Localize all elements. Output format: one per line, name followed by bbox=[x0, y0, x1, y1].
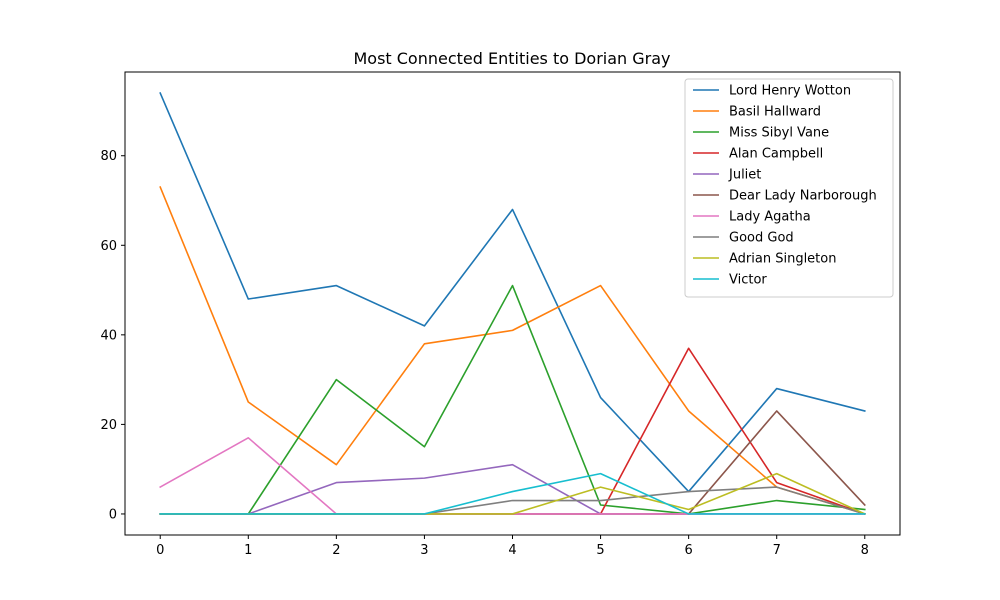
series-line-9 bbox=[159, 472, 866, 515]
chart-title: Most Connected Entities to Dorian Gray bbox=[353, 49, 670, 68]
series-line-2 bbox=[159, 284, 866, 515]
x-tick-label: 7 bbox=[773, 543, 781, 558]
x-tick-label: 6 bbox=[684, 543, 692, 558]
legend-label-1: Basil Hallward bbox=[729, 105, 821, 120]
y-tick-label: 40 bbox=[100, 328, 117, 343]
plot-area bbox=[159, 91, 866, 516]
y-tick-label: 20 bbox=[100, 418, 117, 433]
y-tick-label: 80 bbox=[100, 149, 117, 164]
series-line-0 bbox=[159, 91, 866, 493]
legend-label-0: Lord Henry Wotton bbox=[729, 84, 851, 99]
legend-label-2: Miss Sibyl Vane bbox=[729, 126, 829, 141]
y-tick-label: 0 bbox=[109, 507, 117, 522]
legend-label-7: Good God bbox=[729, 231, 794, 246]
x-tick-label: 0 bbox=[156, 543, 164, 558]
legend-label-6: Lady Agatha bbox=[729, 210, 811, 225]
x-tick-label: 1 bbox=[244, 543, 252, 558]
legend-label-9: Victor bbox=[729, 273, 767, 288]
legend: Lord Henry Wotton Basil Hallward Miss Siby… bbox=[684, 78, 894, 298]
legend-box bbox=[684, 78, 894, 298]
legend-label-3: Alan Campbell bbox=[729, 147, 823, 162]
legend-label-4: Juliet bbox=[728, 168, 761, 183]
y-tick-label: 60 bbox=[100, 239, 117, 254]
legend-label-5: Dear Lady Narborough bbox=[729, 189, 877, 204]
legend-label-8: Adrian Singleton bbox=[729, 252, 836, 267]
x-tick-label: 3 bbox=[420, 543, 428, 558]
series-line-1 bbox=[159, 186, 866, 515]
x-tick-label: 8 bbox=[861, 543, 869, 558]
x-tick-label: 2 bbox=[332, 543, 340, 558]
x-tick-label: 5 bbox=[596, 543, 604, 558]
x-tick-label: 4 bbox=[508, 543, 516, 558]
series-line-5 bbox=[159, 410, 866, 515]
